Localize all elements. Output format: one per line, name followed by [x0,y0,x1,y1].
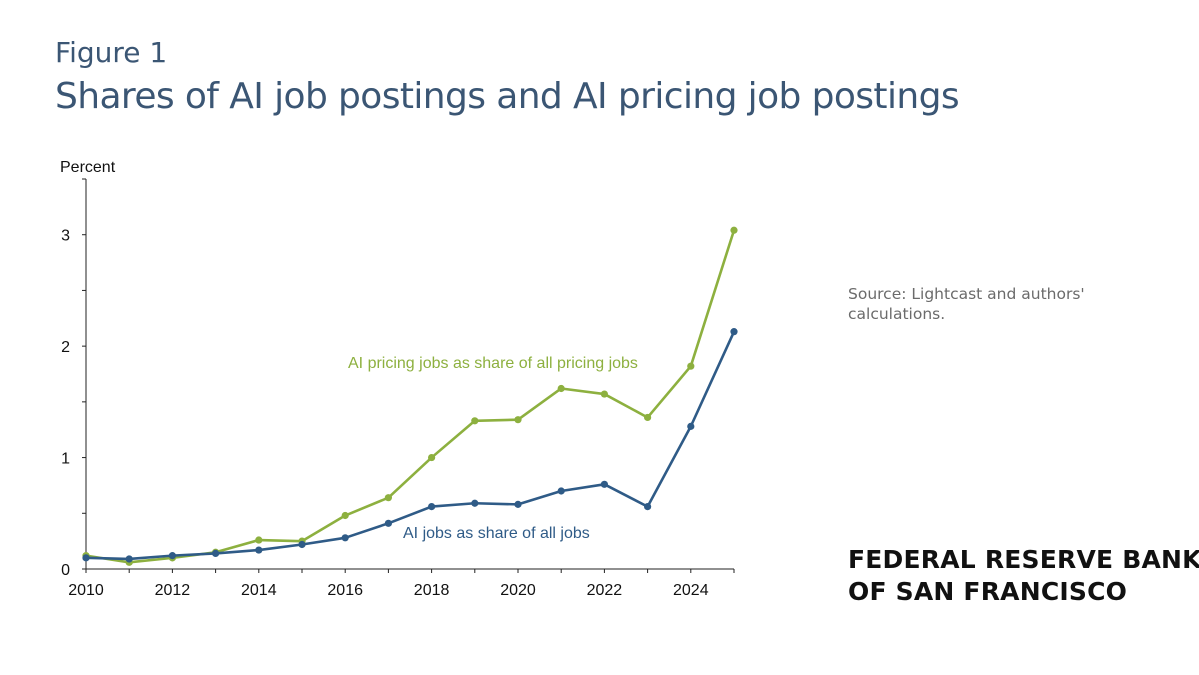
data-point [298,540,306,549]
x-tick-label: 2022 [587,582,623,599]
brand-line-1: FEDERAL RESERVE BANK [848,545,1199,574]
data-point [341,511,349,520]
data-point [471,499,479,507]
axes: 0 1 2 3 2010 2012 2014 2016 2018 2020 2022 2024 [61,178,735,599]
data-point [212,549,220,558]
series-label-ai: AI jobs as share of all jobs [403,525,590,542]
x-tick-label: 2018 [414,582,450,599]
data-point [341,534,349,542]
y-tick-label: 3 [61,228,70,245]
data-point [255,536,263,544]
x-tick-label: 2010 [68,582,104,599]
x-tick-label: 2012 [155,582,191,599]
data-point [557,487,565,495]
y-axis-unit-label: Percent [60,159,116,176]
series-lines [82,226,738,566]
source-note: Source: Lightcast and authors' calculati… [848,285,1085,323]
x-tick-label: 2024 [673,582,709,599]
data-point [82,554,90,562]
y-tick-label: 1 [61,451,70,468]
data-point [687,362,695,370]
chart-title: Shares of AI job postings and AI pricing… [55,76,960,117]
data-point [557,384,565,393]
data-point [687,422,695,430]
data-point [730,328,738,336]
data-point [384,494,392,502]
x-tick-label: 2014 [241,582,277,599]
data-point [600,390,609,398]
data-point [168,552,176,560]
data-point [514,500,522,508]
data-point [600,480,609,488]
y-tick-label: 2 [61,339,70,356]
brand-logo: FEDERAL RESERVE BANK OF SAN FRANCISCO [848,544,1199,608]
x-tick-label: 2016 [327,582,363,599]
data-point [471,417,479,425]
data-point [255,546,263,554]
y-tick-label: 0 [61,562,70,579]
data-point [730,226,738,234]
data-point [125,555,133,563]
data-point [644,413,652,422]
series-label-pricing: AI pricing jobs as share of all pricing … [348,355,638,372]
brand-line-2: OF SAN FRANCISCO [848,577,1128,606]
series-line-0 [85,229,736,564]
data-point [644,503,652,511]
x-tick-label: 2020 [500,582,536,599]
figure-label: Figure 1 [55,36,168,69]
data-point [514,416,522,424]
data-point [428,453,436,462]
data-point [384,519,392,527]
series-line-1 [85,331,736,561]
data-point [428,503,436,511]
